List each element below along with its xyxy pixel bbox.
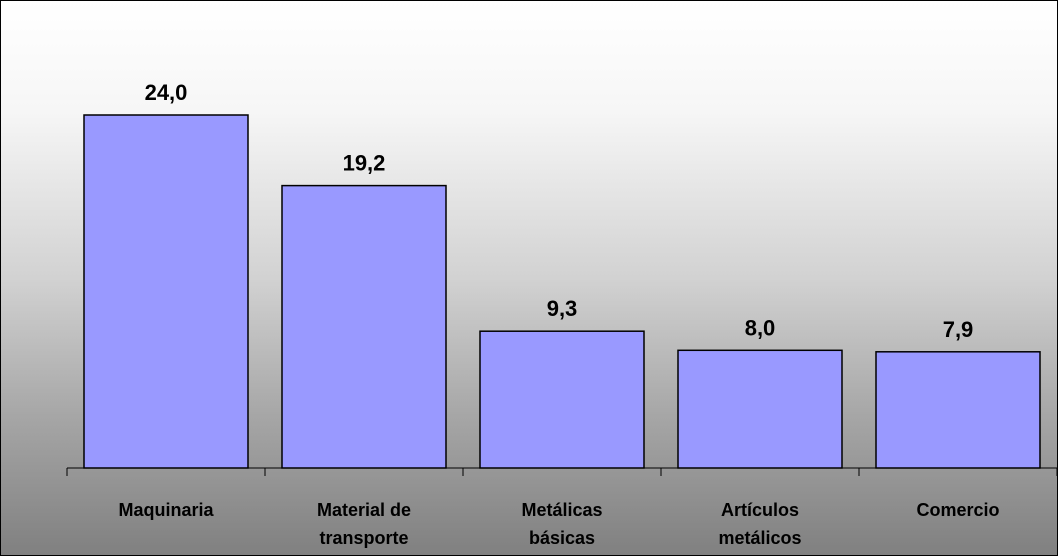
- category-labels-layer: Maquinaria Material de transporte Metálicas…: [118, 500, 999, 548]
- category-label-1: Material de transporte: [317, 500, 411, 548]
- bars-layer: [83, 114, 1041, 469]
- value-label-0: 24,0: [145, 80, 188, 105]
- value-label-2: 9,3: [547, 296, 578, 321]
- bar-4: [875, 351, 1041, 469]
- value-label-1: 19,2: [343, 151, 386, 176]
- bar-0: [83, 114, 249, 469]
- bar-3: [677, 349, 843, 469]
- bar-2: [479, 330, 645, 469]
- x-axis: [66, 467, 1057, 476]
- category-label-4: Comercio: [916, 500, 999, 520]
- category-label-0: Maquinaria: [118, 500, 214, 520]
- value-label-4: 7,9: [943, 317, 974, 342]
- category-label-3: Artículos metálicos: [718, 500, 801, 548]
- value-label-3: 8,0: [745, 315, 776, 340]
- category-label-2: Metálicas básicas: [521, 500, 602, 548]
- value-labels-layer: 24,0 19,2 9,3 8,0 7,9: [145, 80, 974, 342]
- bar-1: [281, 184, 447, 469]
